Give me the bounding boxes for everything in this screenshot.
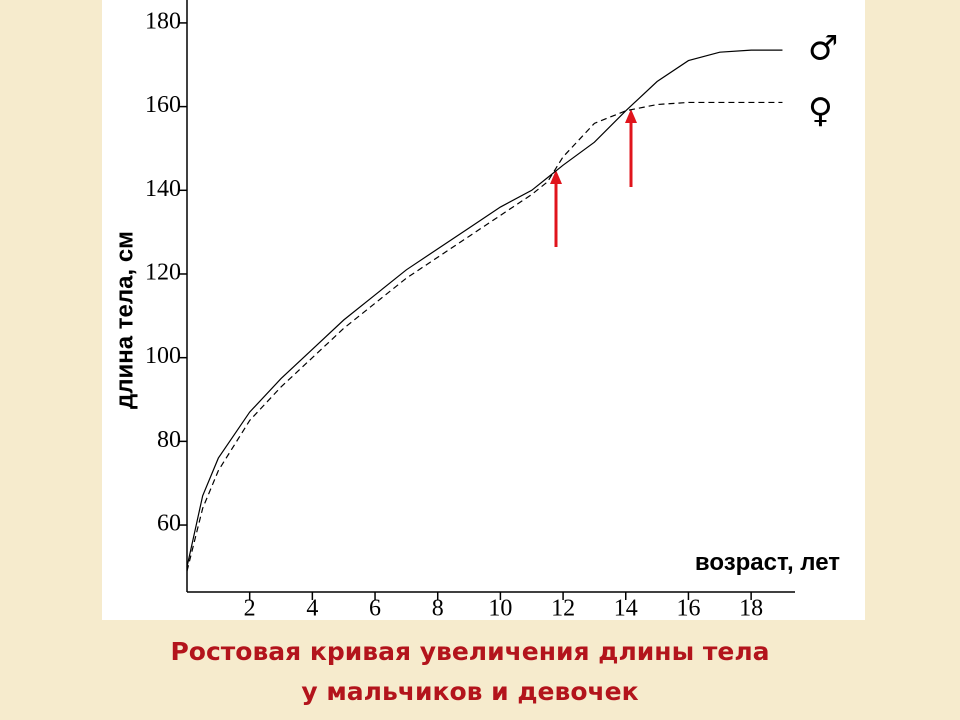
y-tick-label: 80 xyxy=(157,427,181,453)
legend-label: ♂ xyxy=(808,29,838,69)
arrow xyxy=(550,109,637,247)
x-tick-label: 12 xyxy=(551,596,575,622)
series-line xyxy=(186,49,783,568)
y-tick-label: 60 xyxy=(157,511,181,537)
y-tick-label: 100 xyxy=(145,343,181,369)
x-tick-label: 4 xyxy=(306,596,318,622)
x-tick-label: 2 xyxy=(244,596,256,622)
y-tick-label: 120 xyxy=(145,259,181,285)
caption-line: Ростовая кривая увеличения длины тела xyxy=(170,637,769,666)
y-tick-label: 180 xyxy=(145,8,181,34)
x-tick-label: 14 xyxy=(614,596,638,622)
x-tick-label: 18 xyxy=(739,596,763,622)
y-tick-label: 160 xyxy=(145,92,181,118)
legend-label: ♀ xyxy=(808,91,833,131)
y-axis-label: длина тела, см xyxy=(111,231,138,409)
x-tick-label: 10 xyxy=(488,596,512,622)
x-tick-label: 8 xyxy=(432,596,444,622)
y-tick-label: 140 xyxy=(145,176,181,202)
plot-background xyxy=(102,0,865,620)
series-line xyxy=(186,101,783,572)
x-tick-label: 6 xyxy=(369,596,381,622)
x-tick-label: 16 xyxy=(676,596,700,622)
caption-line: у мальчиков и девочек xyxy=(301,677,638,706)
x-axis-label: возраст, лет xyxy=(695,549,840,576)
